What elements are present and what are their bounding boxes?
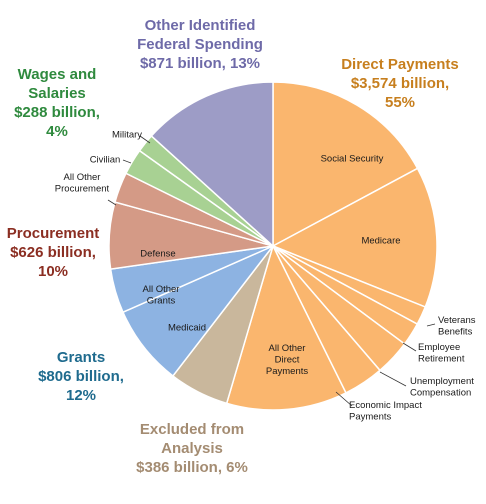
slice-label-economic-impact-payments: Economic Impact [349, 400, 422, 411]
category-label-other: Federal Spending [137, 36, 263, 53]
slice-label-all-other-direct-payments: Payments [266, 366, 308, 377]
slice-label-economic-impact-payments: Payments [349, 411, 391, 422]
slice-label-all-other-direct-payments: All Other [269, 343, 306, 354]
category-label-procurement: 10% [38, 263, 68, 280]
category-label-wages: Salaries [28, 85, 86, 102]
slice-label-medicare: Medicare [361, 236, 400, 247]
slice-label-all-other-direct-payments: Direct [275, 355, 300, 366]
category-label-grants: 12% [66, 387, 96, 404]
slice-label-employee-retirement: Employee [418, 342, 460, 353]
category-label-procurement: Procurement [7, 225, 100, 242]
category-label-direct: 55% [385, 94, 415, 111]
slice-label-veterans-benefits: Veterans [438, 315, 476, 326]
category-label-wages: $288 billion, [14, 104, 100, 121]
leader-line-unemployment-compensation [379, 371, 407, 387]
slice-label-unemployment-compensation: Compensation [410, 387, 471, 398]
slice-label-all-other-procurement: Procurement [55, 183, 110, 194]
category-label-direct: Direct Payments [341, 56, 459, 73]
slice-label-all-other-grants: Grants [147, 295, 176, 306]
category-label-wages: Wages and [18, 66, 97, 83]
slice-label-all-other-grants: All Other [143, 284, 180, 295]
leader-line-veterans-benefits [426, 323, 436, 327]
category-label-wages: 4% [46, 123, 68, 140]
slice-label-veterans-benefits: Benefits [438, 326, 473, 337]
pie-slice-medicare [271, 167, 438, 308]
slice-label-unemployment-compensation: Unemployment [410, 376, 474, 387]
slice-label-social-security: Social Security [321, 154, 384, 165]
leader-line-civilian [122, 159, 132, 164]
category-label-excluded: Excluded from [140, 421, 244, 438]
category-label-grants: $806 billion, [38, 368, 124, 385]
slice-label-employee-retirement: Retirement [418, 353, 465, 364]
leader-line-all-other-procurement [107, 199, 117, 206]
category-label-grants: Grants [57, 349, 105, 366]
slice-label-medicaid: Medicaid [168, 323, 206, 334]
leader-line-military [139, 135, 151, 144]
leader-line-economic-impact-payments [335, 391, 353, 407]
leader-line-employee-retirement [402, 342, 417, 352]
pie-slice-other-identified-federal-spending [150, 81, 274, 248]
category-label-direct: $3,574 billion, [351, 75, 449, 92]
slice-label-civilian: Civilian [90, 155, 121, 166]
slice-label-defense: Defense [140, 249, 175, 260]
category-label-other: Other Identified [145, 17, 256, 34]
category-label-other: $871 billion, 13% [140, 55, 260, 72]
category-label-excluded: $386 billion, 6% [136, 459, 248, 476]
slice-label-military: Military [112, 130, 142, 141]
category-label-excluded: Analysis [161, 440, 223, 457]
pie-slice-social-security [272, 81, 419, 248]
slice-label-all-other-procurement: All Other [64, 172, 101, 183]
category-label-procurement: $626 billion, [10, 244, 96, 261]
